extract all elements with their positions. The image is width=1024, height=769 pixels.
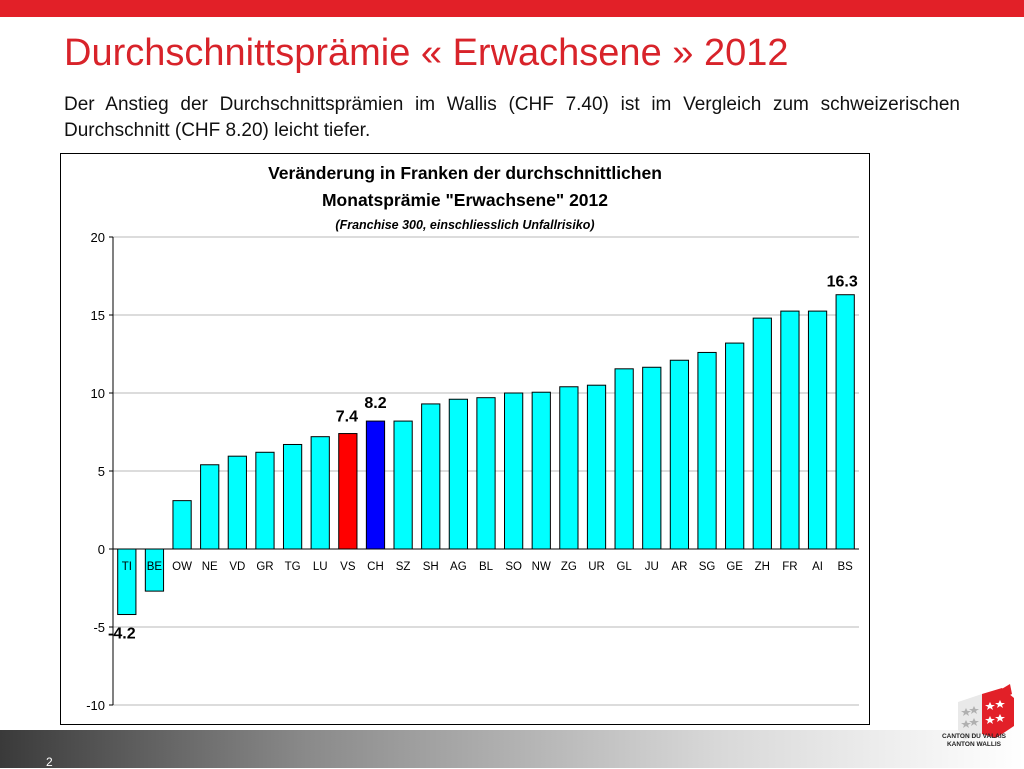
slide-title: Durchschnittsprämie « Erwachsene » 2012 (64, 32, 789, 74)
y-tick-label: 10 (91, 386, 105, 401)
data-label-vs: 7.4 (336, 409, 358, 426)
bottom-gradient-band (0, 730, 1024, 768)
bar-gl (614, 368, 634, 550)
bar-bl (476, 397, 496, 550)
x-tick-label: NW (532, 561, 551, 573)
y-tick-label: -5 (93, 620, 105, 635)
bar-vs (338, 433, 358, 550)
y-tick-label: 5 (98, 464, 105, 479)
x-tick-label: SG (699, 561, 716, 573)
x-tick-label: BL (479, 561, 494, 573)
bar-ur (586, 384, 607, 550)
data-label-bs: 16.3 (827, 274, 858, 291)
bar-ti (117, 548, 137, 616)
chart-title-line-1: Veränderung in Franken der durchschnittl… (268, 163, 662, 183)
bar-ge (725, 342, 745, 550)
canton-emblem-logo (958, 684, 1014, 740)
y-tick-label: 15 (91, 308, 105, 323)
bar-ow (172, 500, 192, 550)
x-tick-label: AI (812, 561, 823, 573)
top-red-bar (0, 0, 1024, 17)
bar-ag (448, 398, 468, 550)
bar-so (504, 392, 524, 550)
x-tick-label: TG (285, 561, 301, 573)
chart-title-line-2: Monatsprämie "Erwachsene" 2012 (322, 190, 608, 210)
x-tick-label: SH (423, 561, 439, 573)
x-tick-label: VD (229, 561, 245, 573)
bar-nw (531, 391, 551, 550)
bar-gr (255, 451, 275, 550)
bar-lu (310, 436, 330, 550)
x-tick-label: SZ (396, 561, 411, 573)
x-tick-label: LU (313, 561, 328, 573)
y-tick-label: -10 (86, 698, 105, 713)
data-label-ch: 8.2 (364, 395, 386, 412)
bar-chart: Veränderung in Franken der durchschnittl… (86, 163, 859, 713)
bar-zg (559, 386, 579, 550)
y-tick-label: 20 (91, 230, 105, 245)
x-tick-label: TI (122, 561, 132, 573)
canton-name-de: KANTON WALLIS (946, 741, 1002, 748)
bar-ar (669, 359, 690, 550)
x-tick-label: ZH (755, 561, 770, 573)
bar-bs (835, 294, 855, 550)
x-tick-label: BE (147, 561, 163, 573)
x-tick-label: GL (616, 561, 632, 573)
bar-ch (365, 420, 386, 550)
bar-vd (227, 455, 247, 550)
canton-name-fr: CANTON DU VALAIS (941, 733, 1007, 740)
x-tick-label: AR (671, 561, 687, 573)
bar-ai (807, 310, 828, 550)
canton-name: CANTON DU VALAIS KANTON WALLIS (925, 733, 1023, 749)
x-tick-label: CH (367, 561, 384, 573)
x-tick-label: ZG (561, 561, 577, 573)
x-tick-label: JU (645, 561, 659, 573)
bar-ne (200, 464, 220, 550)
x-tick-label: VS (340, 561, 356, 573)
bar-zh (752, 317, 772, 550)
x-tick-label: NE (202, 561, 218, 573)
chart-subtitle: (Franchise 300, einschliesslich Unfallri… (335, 218, 594, 232)
data-label-ti: -4.2 (108, 626, 136, 643)
x-tick-label: UR (588, 561, 605, 573)
intro-paragraph: Der Anstieg der Durchschnittsprämien im … (64, 94, 960, 141)
bar-sz (393, 420, 413, 550)
bar-tg (282, 443, 303, 550)
x-tick-label: OW (172, 561, 192, 573)
x-tick-label: BS (838, 561, 854, 573)
y-tick-label: 0 (98, 542, 105, 557)
x-tick-label: GR (256, 561, 273, 573)
bar-sg (697, 351, 717, 550)
bar-ju (642, 366, 662, 550)
x-tick-label: GE (726, 561, 743, 573)
chart-container: Veränderung in Franken der durchschnittl… (60, 153, 870, 725)
x-tick-label: AG (450, 561, 467, 573)
x-tick-label: FR (782, 561, 797, 573)
bar-fr (780, 310, 800, 550)
page-number: 2 (46, 755, 53, 769)
x-tick-label: SO (505, 561, 522, 573)
bar-sh (421, 403, 441, 550)
